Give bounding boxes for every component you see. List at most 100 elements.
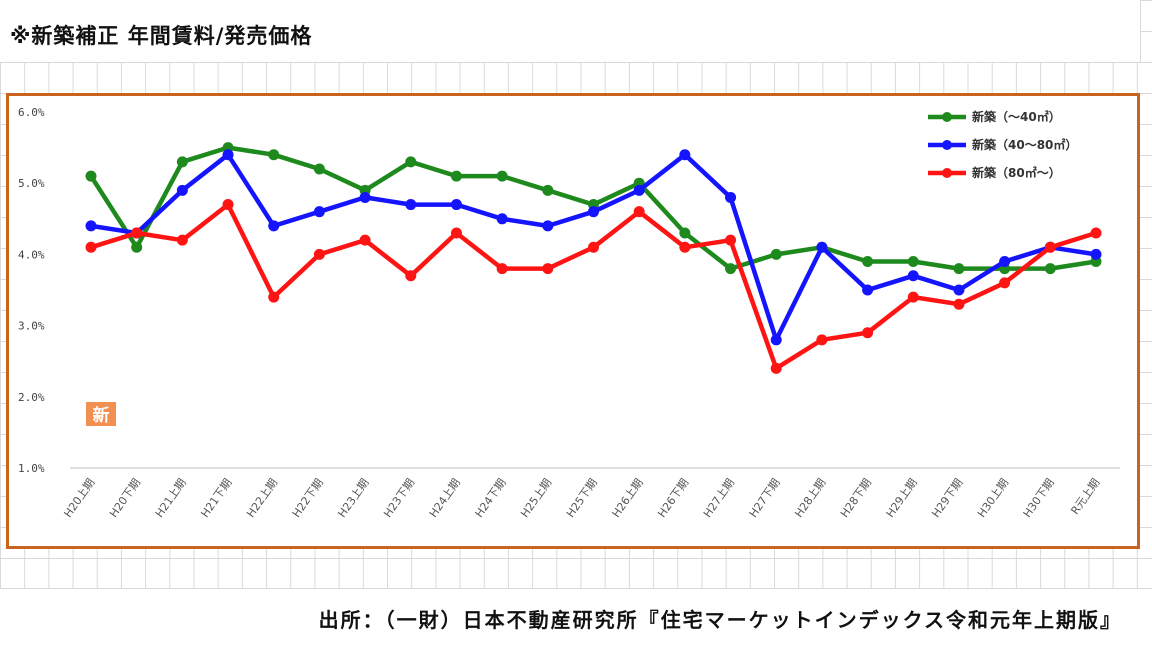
- x-tick-label: H29下期: [929, 476, 965, 520]
- series-0: [85, 142, 1102, 275]
- data-point: [862, 327, 874, 339]
- x-tick-label: H20下期: [107, 476, 143, 520]
- data-point: [359, 191, 371, 203]
- legend-item: 新築（80㎡～）: [928, 165, 1061, 180]
- x-axis-ticks: H20上期 H20下期 H21上期 H21下期 H22上期 H22下期 H23上期 H23下期…: [61, 476, 1102, 520]
- data-point: [176, 184, 188, 196]
- data-point: [633, 206, 645, 218]
- y-tick-label: 4.0%: [18, 248, 45, 261]
- x-tick-label: H24下期: [473, 476, 509, 520]
- chart-frame[interactable]: [6, 93, 1140, 549]
- x-tick-label: H25上期: [518, 476, 554, 520]
- x-tick-label: H28下期: [838, 476, 874, 520]
- x-tick-label: H25下期: [564, 476, 600, 520]
- chart-title: ※新築補正 年間賃料/発売価格: [10, 24, 313, 48]
- data-point: [999, 277, 1011, 289]
- data-point: [268, 220, 280, 232]
- y-axis-ticks: 6.0% 5.0% 4.0% 3.0% 2.0% 1.0%: [18, 106, 45, 475]
- legend-item: 新築（40～80㎡）: [928, 137, 1077, 152]
- data-point: [633, 184, 645, 196]
- bottom-band: [0, 588, 1152, 649]
- data-point: [862, 256, 874, 268]
- y-tick-label: 2.0%: [18, 391, 45, 404]
- data-point: [816, 334, 828, 346]
- data-point: [85, 170, 97, 182]
- data-point: [496, 263, 508, 275]
- x-tick-label: R元上期: [1068, 476, 1102, 517]
- data-point: [496, 170, 508, 182]
- x-tick-label: H21下期: [198, 476, 234, 520]
- legend: 新築（～40㎡） 新築（40～80㎡） 新築（80㎡～）: [928, 109, 1077, 180]
- data-point: [1090, 227, 1102, 239]
- data-point: [405, 270, 417, 282]
- legend-label: 新築（～40㎡）: [972, 109, 1061, 124]
- data-point: [131, 227, 143, 239]
- x-tick-label: H30上期: [975, 476, 1011, 520]
- series-1: [85, 149, 1102, 346]
- data-point: [1044, 263, 1056, 275]
- data-point: [359, 234, 371, 246]
- legend-swatch-marker: [942, 168, 952, 178]
- data-point: [907, 291, 919, 303]
- data-point: [770, 334, 782, 346]
- data-point: [953, 298, 965, 310]
- data-point: [542, 220, 554, 232]
- x-tick-label: H22上期: [244, 476, 280, 520]
- legend-label: 新築（40～80㎡）: [972, 137, 1077, 152]
- y-tick-label: 5.0%: [18, 177, 45, 190]
- data-point: [1044, 241, 1056, 253]
- x-tick-label: H23下期: [381, 476, 417, 520]
- legend-item: 新築（～40㎡）: [928, 109, 1061, 124]
- data-point: [313, 248, 325, 260]
- data-point: [405, 156, 417, 168]
- data-point: [313, 163, 325, 175]
- x-tick-label: H21上期: [153, 476, 189, 520]
- x-tick-label: H27下期: [747, 476, 783, 520]
- data-point: [85, 220, 97, 232]
- data-point: [588, 241, 599, 253]
- x-tick-label: H23上期: [336, 476, 372, 520]
- data-point: [542, 184, 554, 196]
- data-point: [907, 256, 919, 268]
- data-point: [953, 263, 965, 275]
- series-lines: [85, 142, 1102, 374]
- data-point: [953, 284, 965, 296]
- data-point: [405, 199, 417, 211]
- x-tick-label: H24上期: [427, 476, 463, 520]
- data-point: [222, 149, 234, 161]
- data-point: [725, 234, 737, 246]
- data-point: [450, 227, 462, 239]
- data-point: [131, 241, 143, 253]
- x-tick-label: H29上期: [884, 476, 920, 520]
- data-point: [725, 191, 737, 203]
- data-point: [816, 241, 828, 253]
- data-point: [1090, 248, 1102, 260]
- data-point: [725, 263, 737, 275]
- data-point: [450, 170, 462, 182]
- y-tick-label: 1.0%: [18, 462, 45, 475]
- x-tick-label: H26上期: [610, 476, 646, 520]
- data-point: [176, 156, 188, 168]
- data-point: [85, 241, 97, 253]
- logo-box: [86, 402, 116, 426]
- data-point: [862, 284, 874, 296]
- series-2: [85, 199, 1102, 374]
- data-point: [268, 149, 280, 161]
- x-tick-label: H26下期: [655, 476, 691, 520]
- data-point: [450, 199, 462, 211]
- data-point: [588, 206, 599, 218]
- data-point: [679, 149, 691, 161]
- data-point: [222, 199, 234, 211]
- x-tick-label: H28上期: [792, 476, 828, 520]
- legend-label: 新築（80㎡～）: [972, 165, 1061, 180]
- legend-swatch-marker: [942, 140, 952, 150]
- data-point: [176, 234, 188, 246]
- data-point: [542, 263, 554, 275]
- x-tick-label: H20上期: [61, 476, 97, 520]
- title-band: ※新築補正 年間賃料/発売価格: [0, 0, 1141, 63]
- data-point: [907, 270, 919, 282]
- x-tick-label: H30下期: [1021, 476, 1057, 520]
- logo-char: 新: [93, 405, 110, 426]
- data-point: [496, 213, 508, 225]
